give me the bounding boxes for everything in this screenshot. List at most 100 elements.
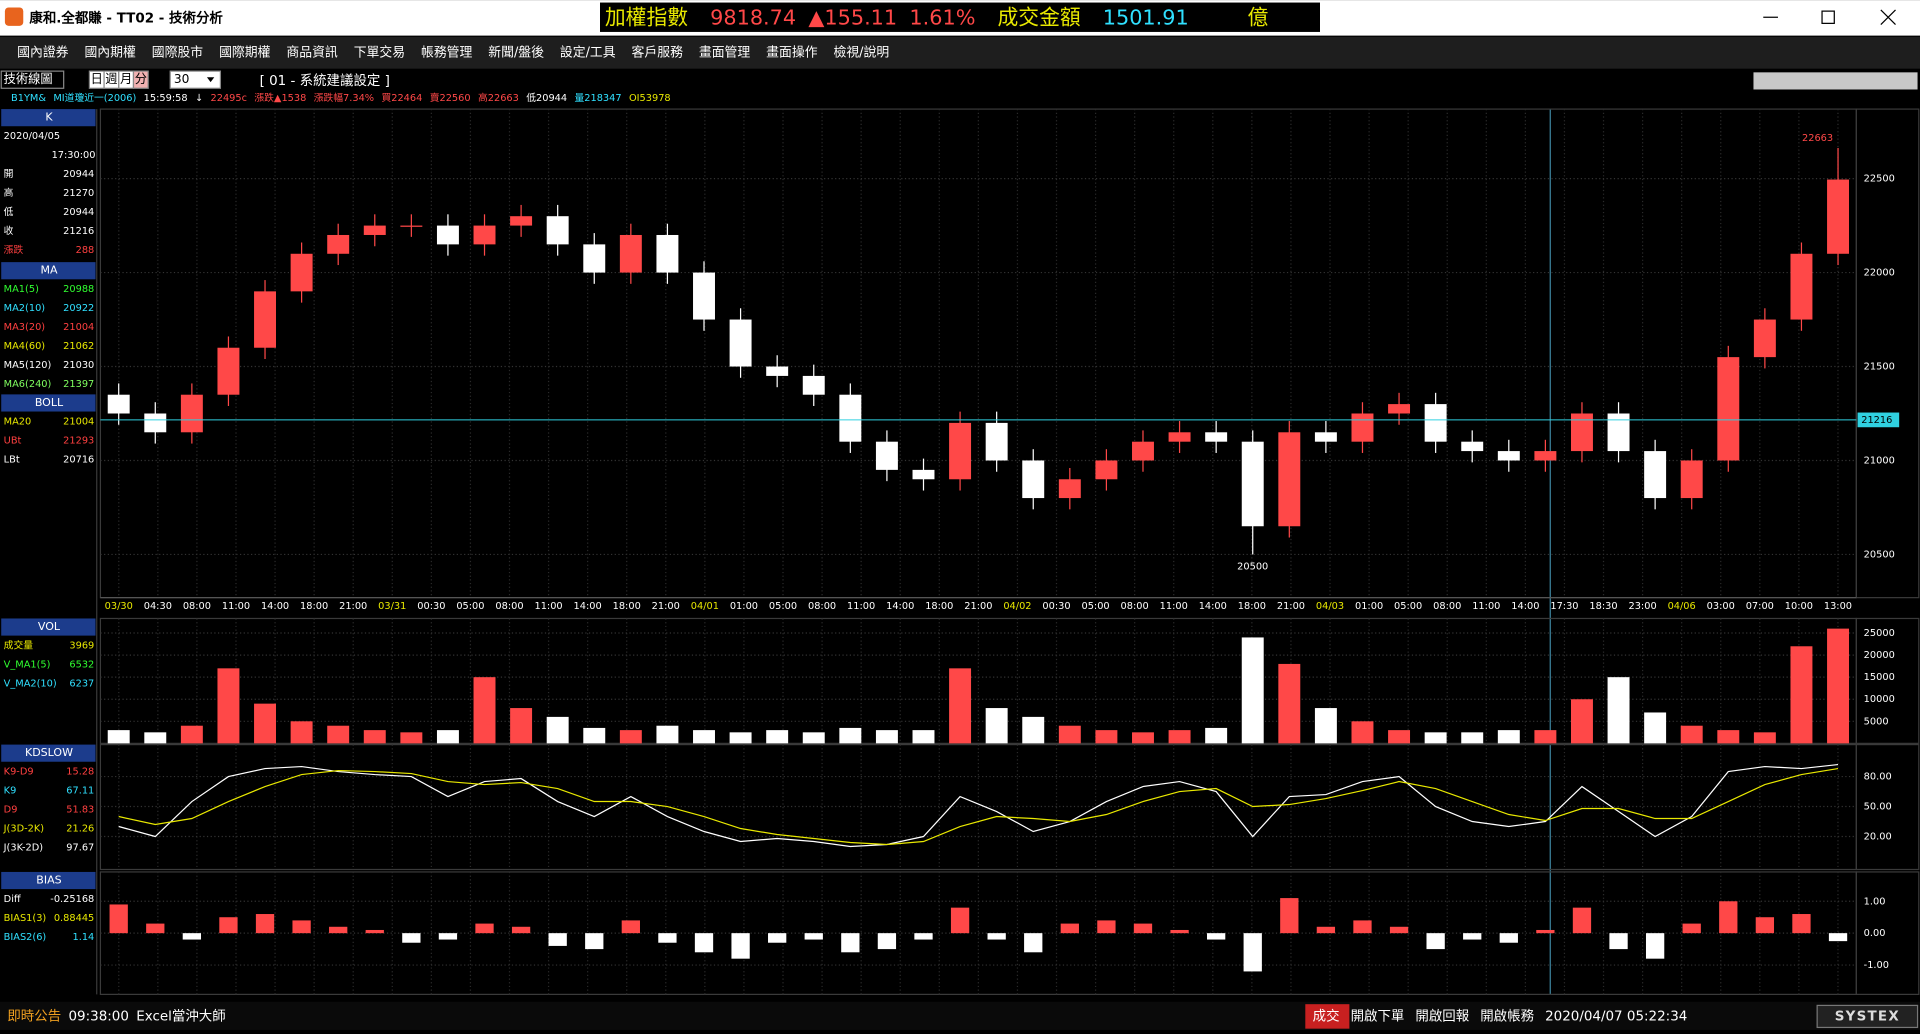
bias-bar [694,933,714,953]
candle-body [1644,451,1667,499]
panel-row-value: 21030 [63,360,94,371]
candle-body [802,375,825,395]
bias-bar [402,933,421,943]
panel-row-value: 20944 [63,207,94,218]
period-button[interactable] [132,70,149,89]
candle-body [363,225,386,235]
bias-bar [1316,926,1336,934]
menu-item[interactable]: 檢視/說明 [833,44,889,60]
panel-row-label: Diff [4,894,21,905]
quote-item: 賣22560 [430,91,471,104]
close[interactable] [1880,9,1896,26]
panel-row-label: MA2(10) [4,303,45,314]
panel-row-label: 收 [4,224,14,237]
menu-item[interactable]: 畫面操作 [766,44,818,60]
restore[interactable] [1821,10,1835,24]
quote-item: B1YM& [11,93,46,104]
panel-row-label: V_MA1(5) [4,659,51,670]
x-tick-label: 18:00 [613,601,641,612]
period-label: 日 [91,72,103,86]
menu-item[interactable]: 國際股市 [152,44,204,60]
candle-body [1607,413,1630,452]
interval-select[interactable] [169,70,222,89]
panel-row-value: 1.14 [73,932,95,943]
menu-item[interactable]: 國際期權 [219,45,271,60]
volume-bar [1168,730,1191,744]
candle-body [693,272,715,320]
x-tick-label: 21:00 [652,601,680,612]
window-controls[interactable] [1763,9,1896,26]
price-marker-box [1857,412,1900,428]
menu-item[interactable]: 商品資訊 [286,45,338,60]
volume-bar [949,668,972,744]
tool-icons[interactable] [1753,72,1918,90]
menu-item[interactable]: 帳務管理 [421,45,473,60]
menu-item[interactable]: 國內期權 [84,45,136,60]
y-tick-label: 50.00 [1864,802,1892,813]
y-tick-label: 22000 [1864,268,1895,279]
menu-item[interactable]: 客戶服務 [632,44,684,60]
menu-item[interactable]: 畫面管理 [699,45,751,60]
x-tick-label: 18:30 [1589,601,1617,612]
bias-bar [1572,907,1592,934]
volume-bar [583,727,606,744]
bias-bar [877,933,897,950]
candle-body [875,441,898,470]
bias-bar [621,920,640,934]
quote-item: 高22663 [478,91,519,104]
candle-body [510,216,533,226]
volume-bar [619,730,642,744]
panel-title: BIAS [36,874,61,887]
status-item[interactable]: 開啟帳務 [1480,1008,1534,1024]
panel-line: 17:30:00 [52,150,96,161]
status-item: 即時公告 [7,1008,61,1024]
candle-body [1241,441,1264,527]
bias-bar [731,933,750,959]
bias-bar [1243,933,1262,972]
x-tick-label: 11:00 [1160,601,1188,612]
panel-row-value: 3969 [69,640,94,651]
candle-body [1570,413,1593,452]
x-tick-label: 18:00 [300,601,328,612]
panel-row-value: 21216 [63,226,94,237]
volume-bar [1022,716,1045,744]
panel-row-value: 6532 [69,659,94,670]
volume-bar [1644,712,1667,744]
y-tick-label: 20500 [1864,549,1895,560]
panel-header [1,618,96,636]
status-item[interactable]: 開啟下單 [1351,1008,1405,1024]
panel-row-label: K9 [4,786,17,797]
volume-bar [839,727,862,744]
x-tick-label: 14:00 [1511,601,1539,612]
candle-body [1497,451,1520,461]
period-label: 週 [105,72,117,86]
panel-row-value: 21397 [63,379,94,390]
candle-body [1790,253,1813,320]
panel-row-value: 21004 [63,322,94,333]
volume-bar [693,730,715,744]
menu-item[interactable]: 新聞/盤後 [488,44,544,60]
x-tick-label: 11:00 [1472,601,1500,612]
volume-bar [1314,708,1337,744]
status-item[interactable]: 開啟回報 [1415,1008,1469,1024]
candle-body [144,413,167,433]
volume-bar [1827,628,1850,744]
y-tick-label: 10000 [1864,694,1895,705]
panel-row-value: 15.28 [66,767,94,778]
x-tick-label: 05:00 [769,601,797,612]
panel-row-value: 21004 [63,416,94,427]
volume-bar [1351,721,1374,744]
candle-body [217,347,240,395]
candle-body [1314,432,1337,442]
x-tick-label: 14:00 [1199,601,1227,612]
menu-item[interactable]: 設定/工具 [560,44,616,60]
candle-body [839,394,862,442]
panel-row-value: 6237 [69,678,94,689]
bias-bar [365,929,384,934]
panel-row-label: 成交量 [4,638,34,651]
menu-item[interactable]: 下單交易 [354,44,405,60]
interval-value: 30 [174,72,190,86]
menu-item[interactable]: 國內證券 [17,44,69,60]
bias-bar [1682,923,1701,934]
